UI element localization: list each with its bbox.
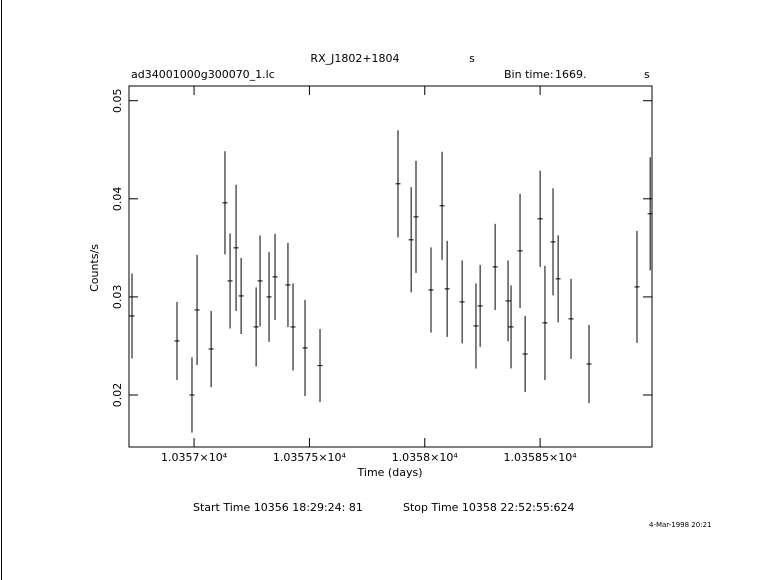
x-tick-label: 1.0358×10⁴ bbox=[392, 451, 459, 464]
y-axis-label: Counts/s bbox=[88, 244, 101, 292]
y-tick-label: 0.02 bbox=[111, 383, 124, 408]
y-tick-label: 0.05 bbox=[111, 88, 124, 113]
x-tick-label: 1.03585×10⁴ bbox=[504, 451, 578, 464]
x-axis-label: Time (days) bbox=[357, 466, 423, 479]
bin-time: 1669. bbox=[555, 68, 587, 81]
timestamp: 4-Mar-1998 20:21 bbox=[649, 521, 711, 529]
bin-time-label: Bin time: bbox=[504, 68, 554, 81]
y-tick-label: 0.03 bbox=[111, 285, 124, 310]
stop-time: Stop Time 10358 22:52:55:624 bbox=[403, 501, 575, 514]
chart-title: RX_J1802+1804 bbox=[310, 52, 399, 65]
start-time: Start Time 10356 18:29:24: 81 bbox=[193, 501, 363, 514]
title-unit: s bbox=[469, 52, 475, 65]
x-tick-label: 1.0357×10⁴ bbox=[161, 451, 228, 464]
bin-time-unit: s bbox=[644, 68, 650, 81]
y-tick-label: 0.04 bbox=[111, 187, 124, 212]
subtitle: ad34001000g300070_1.lc bbox=[131, 68, 275, 81]
x-tick-label: 1.03575×10⁴ bbox=[273, 451, 347, 464]
plot-frame bbox=[128, 85, 653, 448]
